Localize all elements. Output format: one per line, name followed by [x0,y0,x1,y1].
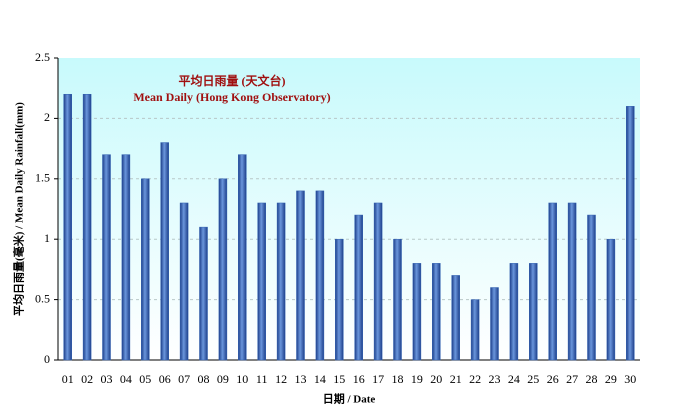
x-tick-label: 17 [372,372,384,386]
x-tick-label: 29 [605,372,617,386]
bar [315,190,325,361]
chart-subtitle: Mean Daily (Hong Kong Observatory) [133,90,330,104]
bar [141,178,150,361]
x-tick-label: 23 [489,372,501,386]
x-tick-label: 14 [314,372,326,386]
bar [335,238,344,361]
bar [296,190,305,361]
bar [393,238,402,361]
x-tick-label: 02 [81,372,93,386]
x-tick-label: 03 [101,372,113,386]
x-tick-label: 06 [159,372,171,386]
bar [451,275,460,361]
bar [354,214,363,361]
bar [238,154,247,361]
x-tick-label: 15 [333,372,345,386]
x-tick-label: 18 [392,372,404,386]
y-axis-label: 平均日雨量(毫米) / Mean Daily Rainfall(mm) [12,102,26,316]
x-tick-label: 21 [450,372,462,386]
x-tick-label: 12 [275,372,287,386]
bar [567,202,577,361]
y-tick-label: 0.5 [35,291,50,305]
x-tick-label: 11 [256,372,268,386]
bar [63,93,72,361]
x-tick-label: 16 [353,372,365,386]
plot-area [58,58,640,360]
chart-title: 平均日雨量 (天文台) [179,73,286,88]
bar [509,263,519,361]
y-tick-label: 1 [44,231,50,245]
x-tick-label: 04 [120,372,132,386]
y-tick-label: 0 [44,352,50,366]
x-tick-label: 05 [139,372,151,386]
bar [412,263,422,361]
bar [121,154,131,361]
bar [470,299,480,361]
bar [82,93,92,361]
bar [199,226,208,361]
bar [529,263,538,361]
bar [160,142,169,361]
x-tick-label: 27 [566,372,578,386]
x-tick-label: 30 [624,372,636,386]
x-tick-label: 28 [586,372,598,386]
y-tick-label: 2.5 [35,50,50,64]
bar [490,287,499,361]
x-tick-label: 25 [527,372,539,386]
x-tick-label: 01 [62,372,74,386]
x-tick-label: 20 [430,372,442,386]
x-tick-label: 09 [217,372,229,386]
x-tick-label: 13 [295,372,307,386]
bar [626,106,635,361]
bar [606,238,616,361]
x-tick-label: 26 [547,372,559,386]
bar [548,202,557,361]
x-tick-label: 24 [508,372,520,386]
x-axis-label: 日期 / Date [323,392,376,406]
x-tick-label: 10 [236,372,248,386]
bar [587,214,596,361]
x-tick-label: 19 [411,372,423,386]
bar [373,202,383,361]
bar [179,202,189,361]
bar [102,154,111,361]
bar [218,178,228,361]
y-tick-label: 2 [44,110,50,124]
bar [276,202,286,361]
x-tick-label: 08 [198,372,210,386]
x-tick-label: 07 [178,372,190,386]
bar [432,263,441,361]
x-tick-label: 22 [469,372,481,386]
y-tick-label: 1.5 [35,171,50,185]
bar [257,202,266,361]
